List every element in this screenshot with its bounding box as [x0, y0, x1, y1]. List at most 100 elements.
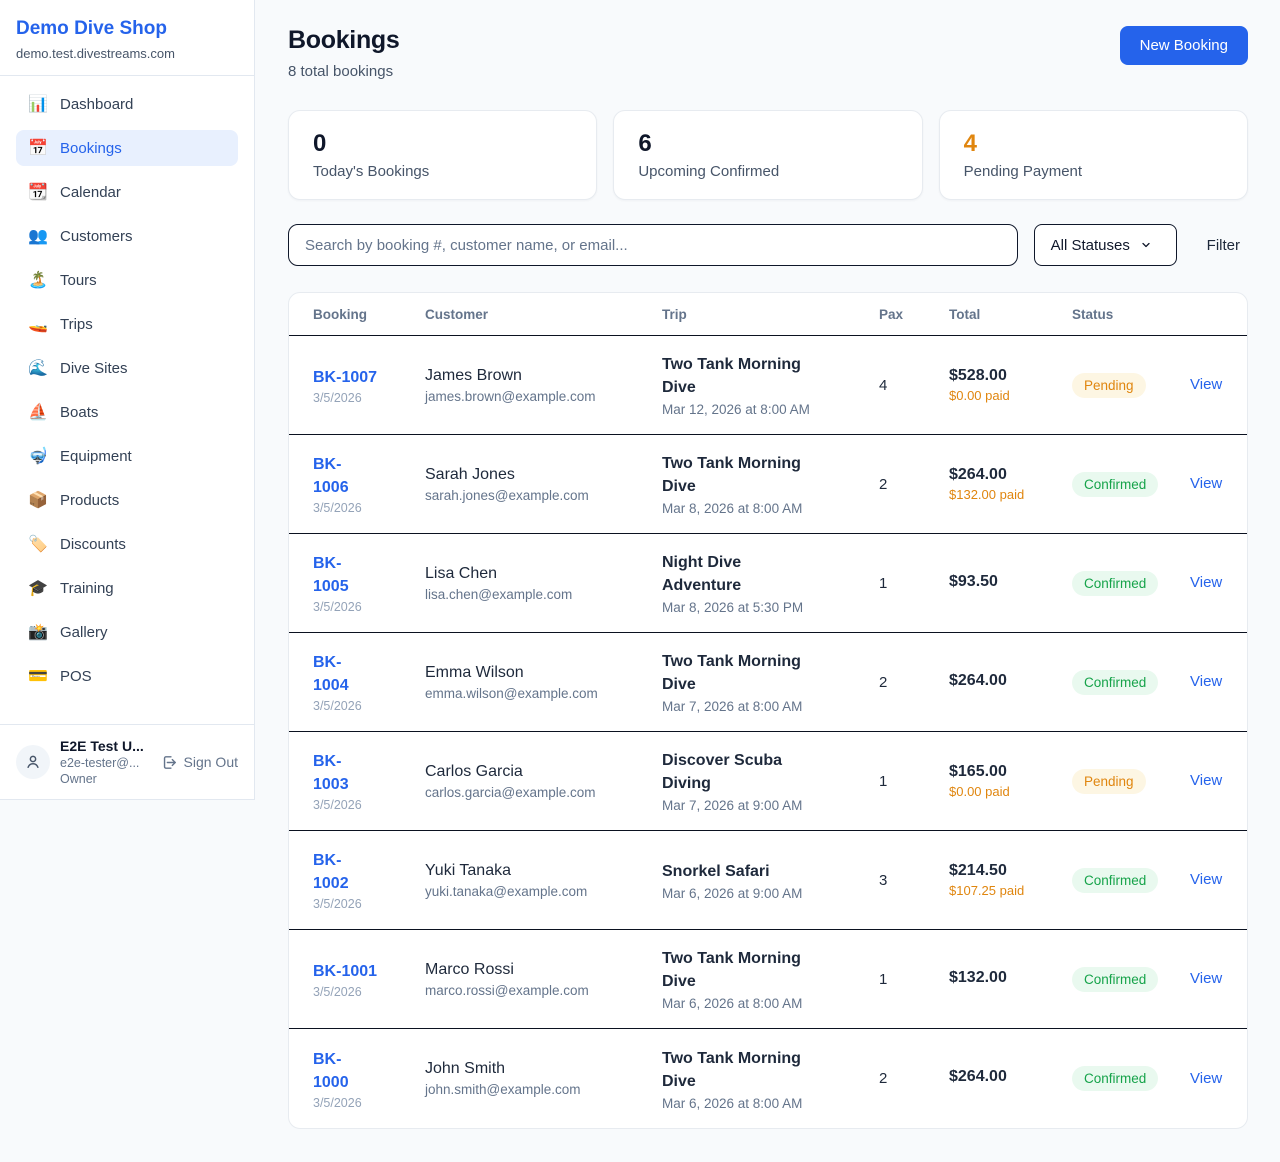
stats-row: 0 Today's Bookings 6 Upcoming Confirmed … — [288, 110, 1248, 200]
booking-id-link[interactable]: BK- 1006 — [313, 456, 349, 496]
booking-id-link[interactable]: BK- 1005 — [313, 555, 349, 595]
avatar — [16, 745, 50, 779]
booking-id-link[interactable]: BK- 1000 — [313, 1050, 349, 1091]
booking-id-link[interactable]: BK-1007 — [313, 368, 378, 386]
trip-name: Two Tank Morning Dive — [662, 356, 801, 396]
booking-id-link[interactable]: BK- 1003 — [313, 753, 349, 793]
pax-count: 3 — [879, 871, 888, 889]
user-name: E2E Test U... — [60, 738, 144, 754]
search-input[interactable] — [288, 224, 1018, 266]
table-row: BK- 1002 3/5/2026 Yuki Tanaka yuki.tanak… — [289, 831, 1247, 930]
view-link[interactable]: View — [1190, 673, 1223, 690]
sidebar-item-calendar[interactable]: 📆 Calendar — [16, 174, 238, 210]
sidebar-item-tours[interactable]: 🏝️ Tours — [16, 262, 238, 298]
view-link[interactable]: View — [1190, 970, 1223, 987]
stat-label: Pending Payment — [963, 163, 1083, 180]
sidebar-item-training[interactable]: 🎓 Training — [16, 570, 238, 606]
nav-icon: 📸 — [28, 624, 48, 641]
total-amount: $264.00 — [949, 1068, 1007, 1085]
pax-count: 1 — [879, 772, 888, 790]
view-link[interactable]: View — [1190, 772, 1223, 789]
booking-id-link[interactable]: BK- 1004 — [313, 654, 349, 694]
sidebar-item-label: Calendar — [60, 183, 121, 201]
sidebar-item-dashboard[interactable]: 📊 Dashboard — [16, 86, 238, 122]
sidebar-item-label: Bookings — [60, 139, 122, 157]
pax-count: 4 — [879, 376, 888, 394]
paid-amount: $0.00 paid — [949, 784, 1010, 799]
person-icon — [24, 753, 42, 771]
sidebar: Demo Dive Shop demo.test.divestreams.com… — [0, 0, 255, 800]
booking-date: 3/5/2026 — [313, 600, 362, 614]
table-row: BK-1007 3/5/2026 James Brown james.brown… — [289, 336, 1247, 435]
trip-name: Snorkel Safari — [662, 862, 770, 880]
sidebar-item-label: Training — [60, 579, 114, 597]
customer-name: Lisa Chen — [425, 564, 498, 582]
view-link[interactable]: View — [1190, 475, 1223, 492]
stat-card-pending-payment: 4 Pending Payment — [938, 110, 1248, 200]
new-booking-button[interactable]: New Booking — [1119, 26, 1248, 65]
total-amount: $264.00 — [949, 671, 1007, 689]
trip-datetime: Mar 6, 2026 at 8:00 AM — [662, 996, 803, 1011]
view-link[interactable]: View — [1190, 376, 1223, 393]
total-amount: $214.50 — [949, 862, 1007, 879]
chevron-down-icon — [1140, 239, 1152, 251]
sidebar-item-dive-sites[interactable]: 🌊 Dive Sites — [16, 350, 238, 386]
sidebar-item-trips[interactable]: 🚤 Trips — [16, 306, 238, 342]
total-amount: $264.00 — [949, 466, 1007, 483]
view-link[interactable]: View — [1190, 1069, 1223, 1087]
customer-name: Carlos Garcia — [425, 762, 523, 780]
nav-icon: 🤿 — [28, 448, 48, 465]
booking-date: 3/5/2026 — [313, 501, 362, 515]
sidebar-item-label: Dashboard — [60, 95, 134, 113]
page-title: Bookings — [288, 26, 400, 54]
paid-amount: $132.00 paid — [949, 487, 1025, 502]
stat-value: 4 — [963, 130, 978, 157]
booking-id-link[interactable]: BK-1001 — [313, 962, 378, 980]
status-badge: Pending — [1072, 372, 1146, 398]
trip-name: Two Tank Morning Dive — [662, 950, 801, 990]
sidebar-item-equipment[interactable]: 🤿 Equipment — [16, 438, 238, 474]
sidebar-item-customers[interactable]: 👥 Customers — [16, 218, 238, 254]
paid-amount: $107.25 paid — [949, 883, 1025, 898]
trip-name: Two Tank Morning Dive — [662, 653, 801, 693]
nav-icon: 🌊 — [28, 360, 48, 377]
booking-id-link[interactable]: BK- 1002 — [313, 852, 349, 892]
table-row: BK- 1000 3/5/2026 John Smith john.smith@… — [289, 1029, 1247, 1128]
paid-amount: $0.00 paid — [949, 388, 1010, 403]
nav-icon: 📅 — [28, 140, 48, 157]
pax-count: 1 — [879, 574, 888, 592]
col-total: Total — [949, 306, 981, 322]
filter-button[interactable]: Filter — [1206, 236, 1240, 254]
nav-icon: 🎓 — [28, 580, 48, 597]
customer-email: john.smith@example.com — [425, 1082, 581, 1097]
brand-name[interactable]: Demo Dive Shop — [16, 18, 167, 39]
table-row: BK- 1003 3/5/2026 Carlos Garcia carlos.g… — [289, 732, 1247, 831]
sidebar-item-pos[interactable]: 💳 POS — [16, 658, 238, 694]
view-link[interactable]: View — [1190, 574, 1223, 591]
view-link[interactable]: View — [1190, 871, 1223, 888]
sign-out-button[interactable]: Sign Out — [161, 754, 238, 771]
customer-name: Emma Wilson — [425, 663, 524, 681]
status-badge: Pending — [1072, 768, 1146, 794]
booking-date: 3/5/2026 — [313, 699, 362, 713]
sign-out-icon — [161, 754, 178, 771]
sidebar-item-discounts[interactable]: 🏷️ Discounts — [16, 526, 238, 562]
col-booking: Booking — [313, 306, 367, 322]
customer-email: emma.wilson@example.com — [425, 685, 598, 701]
customer-email: marco.rossi@example.com — [425, 982, 589, 998]
customer-name: Sarah Jones — [425, 465, 515, 483]
trip-name: Two Tank Morning Dive — [662, 455, 801, 495]
col-trip: Trip — [662, 306, 687, 322]
page-subtitle: 8 total bookings — [288, 63, 394, 80]
sidebar-item-products[interactable]: 📦 Products — [16, 482, 238, 518]
trip-datetime: Mar 6, 2026 at 8:00 AM — [662, 1095, 803, 1111]
user-footer: E2E Test U... e2e-tester@... Owner Sign … — [0, 724, 254, 799]
stat-value: 6 — [638, 130, 652, 157]
sidebar-item-gallery[interactable]: 📸 Gallery — [16, 614, 238, 650]
trip-datetime: Mar 8, 2026 at 8:00 AM — [662, 501, 803, 516]
sidebar-item-boats[interactable]: ⛵ Boats — [16, 394, 238, 430]
status-select[interactable]: All Statuses — [1033, 224, 1177, 266]
nav-icon: ⛵ — [28, 404, 48, 421]
sidebar-item-bookings[interactable]: 📅 Bookings — [16, 130, 238, 166]
customer-name: Yuki Tanaka — [425, 861, 511, 879]
